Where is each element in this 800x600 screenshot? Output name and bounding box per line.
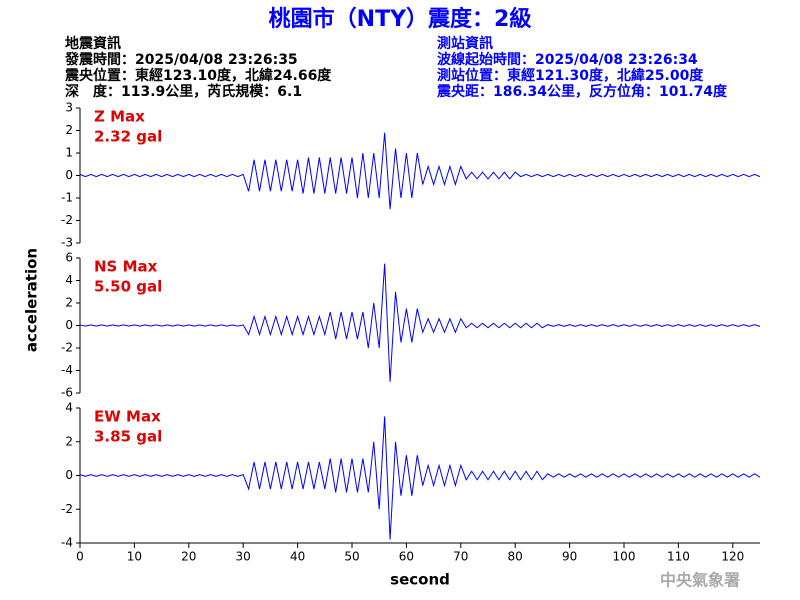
y-tick-label: 0 bbox=[65, 318, 73, 332]
waveform bbox=[79, 416, 761, 540]
station-info: 波線起始時間：2025/04/08 23:26:34 bbox=[437, 51, 698, 68]
x-tick-label: 90 bbox=[562, 550, 577, 564]
station-info: 測站位置：東經121.30度，北緯25.00度 bbox=[437, 67, 704, 84]
event-info: 深 度：113.9公里，芮氏規模：6.1 bbox=[65, 83, 302, 100]
y-tick-label: 0 bbox=[65, 468, 73, 482]
x-tick-label: 0 bbox=[76, 550, 84, 564]
x-tick-label: 30 bbox=[236, 550, 251, 564]
y-tick-label: 2 bbox=[65, 123, 73, 137]
y-tick-label: 2 bbox=[65, 434, 73, 448]
x-tick-label: 80 bbox=[508, 550, 523, 564]
x-tick-label: 120 bbox=[721, 550, 744, 564]
y-tick-label: 6 bbox=[65, 251, 73, 265]
x-tick-label: 10 bbox=[127, 550, 142, 564]
y-tick-label: 3 bbox=[65, 101, 73, 115]
component-label: EW Max bbox=[94, 408, 161, 426]
y-tick-label: 1 bbox=[65, 146, 73, 160]
y-tick-label: -2 bbox=[61, 213, 73, 227]
y-tick-label: -2 bbox=[61, 341, 73, 355]
y-tick-label: 0 bbox=[65, 168, 73, 182]
waveform bbox=[79, 132, 761, 210]
waveform bbox=[79, 263, 761, 382]
component-label: Z Max bbox=[94, 108, 145, 126]
station-info: 震央距：186.34公里，反方位角：101.74度 bbox=[436, 83, 728, 100]
y-tick-label: -1 bbox=[61, 191, 73, 205]
max-label: 3.85 gal bbox=[94, 428, 162, 446]
x-tick-label: 110 bbox=[667, 550, 690, 564]
event-info: 震央位置：東經123.10度，北緯24.66度 bbox=[64, 67, 332, 84]
event-info: 發震時間：2025/04/08 23:26:35 bbox=[64, 51, 298, 68]
x-tick-label: 100 bbox=[613, 550, 636, 564]
y-tick-label: -4 bbox=[61, 536, 73, 550]
event-info: 地震資訊 bbox=[65, 35, 121, 52]
y-tick-label: 4 bbox=[65, 401, 73, 415]
x-tick-label: 40 bbox=[290, 550, 305, 564]
x-tick-label: 60 bbox=[399, 550, 414, 564]
watermark: 中央氣象署 bbox=[660, 571, 740, 590]
y-tick-label: 4 bbox=[65, 273, 73, 287]
station-info: 測站資訊 bbox=[437, 35, 493, 52]
x-axis-label: second bbox=[390, 571, 450, 589]
y-tick-label: 2 bbox=[65, 296, 73, 310]
x-tick-label: 70 bbox=[453, 550, 468, 564]
y-tick-label: -6 bbox=[61, 386, 73, 400]
title: 桃園市（NTY）震度：2級 bbox=[269, 6, 532, 32]
y-tick-label: -3 bbox=[61, 236, 73, 250]
max-label: 2.32 gal bbox=[94, 128, 162, 146]
y-tick-label: -2 bbox=[61, 502, 73, 516]
x-tick-label: 20 bbox=[181, 550, 196, 564]
component-label: NS Max bbox=[94, 258, 158, 276]
y-axis-label: acceleration bbox=[23, 248, 41, 352]
y-tick-label: -4 bbox=[61, 363, 73, 377]
max-label: 5.50 gal bbox=[94, 278, 162, 296]
x-tick-label: 50 bbox=[344, 550, 359, 564]
